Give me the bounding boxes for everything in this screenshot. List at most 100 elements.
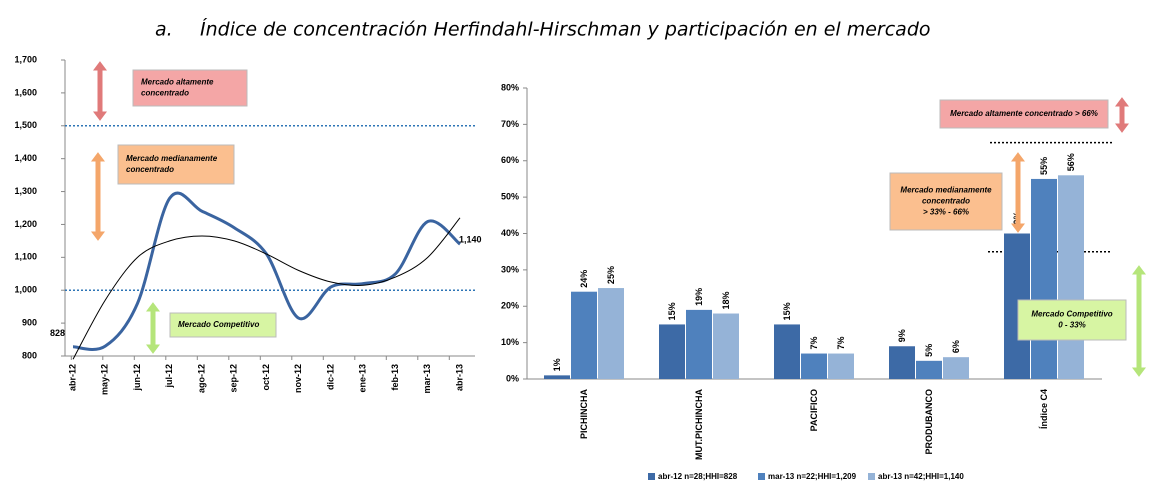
x-tick-label: may-12 (100, 364, 110, 395)
data-label: 19% (694, 288, 704, 306)
range-arrow (1011, 152, 1025, 233)
x-tick-label: PRODUBANCO (924, 389, 934, 455)
range-arrow (1132, 265, 1146, 377)
annotation-box (939, 99, 1109, 129)
x-tick-label: jul-12 (164, 364, 174, 389)
annotation-text: Mercado altamente concentrado > 66% (950, 109, 1098, 118)
y-tick-label: 1,200 (14, 219, 37, 229)
data-label: 1% (552, 358, 562, 371)
data-label: 15% (782, 302, 792, 320)
x-tick-label: mar-13 (422, 364, 432, 394)
y-tick-label: 900 (22, 317, 37, 327)
bar (544, 375, 570, 379)
bar (1031, 178, 1057, 379)
title: Índice de concentración Herfindahl-Hirsc… (200, 18, 931, 41)
x-tick-label: abr-12 (67, 364, 77, 391)
annotation-box (169, 312, 277, 338)
annotation-text: 0 - 33% (1058, 321, 1086, 330)
bar (598, 288, 624, 379)
x-tick-label: oct-12 (261, 364, 271, 391)
data-label: 5% (924, 344, 934, 357)
annotation-text: concentrado (141, 89, 189, 98)
x-tick-label: PICHINCHA (579, 389, 589, 440)
y-tick-label: 1,700 (14, 54, 37, 64)
bar (774, 324, 800, 379)
x-tick-label: ago-12 (196, 364, 206, 393)
bar (1058, 175, 1084, 379)
x-tick-label: jun-12 (132, 364, 142, 392)
data-label: 18% (721, 292, 731, 310)
annotation-text: Mercado Competitivo (1031, 310, 1112, 319)
bar (943, 357, 969, 379)
range-arrow (93, 61, 107, 121)
annotation-box (132, 69, 248, 107)
annotation-text: concentrado (126, 165, 174, 174)
annotation-text: Mercado Competitivo (178, 320, 259, 329)
bar (916, 360, 942, 379)
bar (828, 353, 854, 379)
y-tick-label: 80% (501, 82, 519, 92)
data-label: 828 (50, 328, 65, 338)
data-label: 24% (579, 270, 589, 288)
x-tick-label: Índice C4 (1039, 389, 1049, 429)
legend-swatch (648, 473, 655, 480)
range-arrow (91, 152, 105, 241)
bar (686, 309, 712, 379)
legend-label: mar-13 n=22;HHI=1,209 (768, 472, 857, 481)
title-label: a. (155, 19, 173, 41)
x-tick-label: sep-12 (229, 364, 239, 393)
x-tick-label: dic-12 (325, 364, 335, 390)
y-tick-label: 10% (501, 337, 519, 347)
series-line (72, 217, 461, 360)
data-label: 9% (897, 329, 907, 342)
annotation-box (1017, 299, 1127, 341)
y-tick-label: 1,500 (14, 120, 37, 130)
range-arrow (146, 302, 160, 354)
y-tick-label: 1,600 (14, 87, 37, 97)
legend-swatch (868, 473, 875, 480)
y-tick-label: 1,400 (14, 153, 37, 163)
annotation-text: > 33% - 66% (923, 208, 969, 217)
legend-swatch (758, 473, 765, 480)
range-arrow (1115, 97, 1129, 133)
x-tick-label: abr-13 (454, 364, 464, 391)
bar (713, 313, 739, 379)
x-tick-label: PACIFICO (809, 389, 819, 431)
annotation-box (889, 172, 1003, 231)
annotation-text: Mercado medianamente (126, 154, 218, 163)
legend-label: abr-12 n=28;HHI=828 (658, 472, 738, 481)
y-tick-label: 1,100 (14, 252, 37, 262)
x-tick-label: feb-13 (390, 364, 400, 391)
data-label: 1,140 (459, 235, 482, 245)
x-tick-label: nov-12 (293, 364, 303, 393)
y-tick-label: 40% (501, 228, 519, 238)
legend-label: abr-13 n=42;HHI=1,140 (878, 472, 964, 481)
annotation-text: Mercado medianamente (900, 186, 992, 195)
y-tick-label: 70% (501, 119, 519, 129)
data-label: 25% (606, 266, 616, 284)
data-label: 15% (667, 302, 677, 320)
data-label: 7% (809, 337, 819, 350)
bar (659, 324, 685, 379)
bar (889, 346, 915, 379)
y-tick-label: 30% (501, 264, 519, 274)
y-tick-label: 800 (22, 350, 37, 360)
x-tick-label: MUT.PICHINCHA (694, 389, 704, 460)
data-label: 7% (836, 337, 846, 350)
y-tick-label: 60% (501, 155, 519, 165)
data-label: 6% (951, 340, 961, 353)
bar (801, 353, 827, 379)
bar (571, 291, 597, 379)
y-tick-label: 50% (501, 192, 519, 202)
data-label: 55% (1039, 157, 1049, 175)
y-tick-label: 20% (501, 301, 519, 311)
y-tick-label: 1,000 (14, 285, 37, 295)
annotation-text: Mercado altamente (141, 78, 214, 87)
x-tick-label: ene-13 (358, 364, 368, 393)
y-tick-label: 0% (506, 373, 519, 383)
y-tick-label: 1,300 (14, 186, 37, 196)
data-label: 56% (1066, 153, 1076, 171)
annotation-text: concentrado (922, 197, 970, 206)
annotation-box (117, 144, 235, 185)
